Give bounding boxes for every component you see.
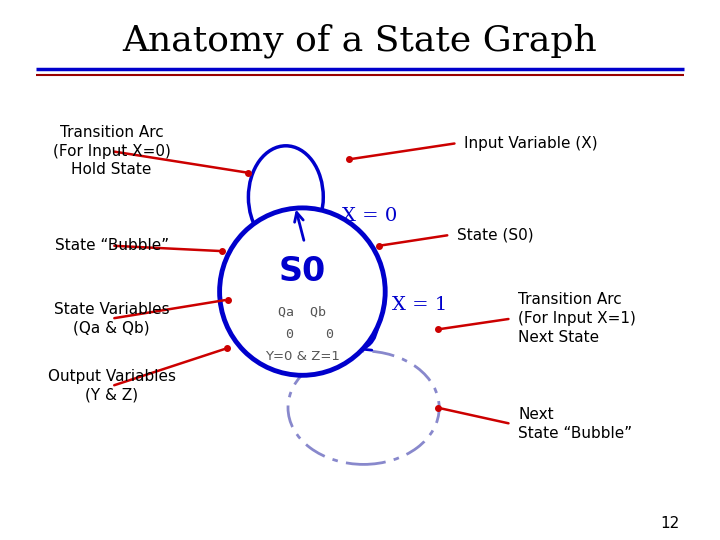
Text: Next
State “Bubble”: Next State “Bubble”: [518, 407, 633, 441]
Text: Output Variables
(Y & Z): Output Variables (Y & Z): [48, 369, 176, 403]
Text: 12: 12: [660, 516, 679, 531]
Text: Y=0 & Z=1: Y=0 & Z=1: [265, 350, 340, 363]
Text: Anatomy of a State Graph: Anatomy of a State Graph: [122, 23, 598, 58]
Ellipse shape: [220, 208, 385, 375]
Text: State (S0): State (S0): [457, 227, 534, 242]
Text: Transition Arc
(For Input X=0)
Hold State: Transition Arc (For Input X=0) Hold Stat…: [53, 125, 171, 177]
Text: X = 1: X = 1: [392, 296, 448, 314]
Text: Transition Arc
(For Input X=1)
Next State: Transition Arc (For Input X=1) Next Stat…: [518, 293, 636, 345]
Text: 0    0: 0 0: [271, 328, 334, 341]
Text: Input Variable (X): Input Variable (X): [464, 136, 598, 151]
Text: S0: S0: [279, 254, 326, 288]
Text: X = 0: X = 0: [342, 207, 397, 225]
Text: State “Bubble”: State “Bubble”: [55, 238, 168, 253]
Text: Qa  Qb: Qa Qb: [279, 305, 326, 318]
Text: State Variables
(Qa & Qb): State Variables (Qa & Qb): [54, 302, 169, 335]
